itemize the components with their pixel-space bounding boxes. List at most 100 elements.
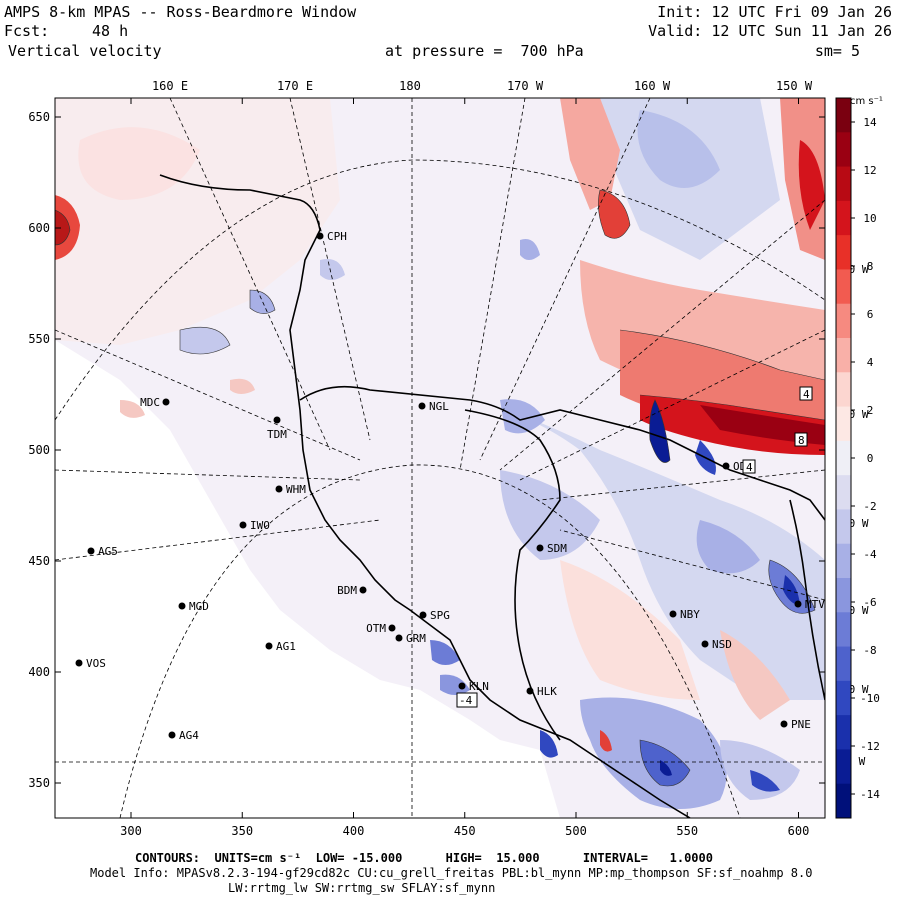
colorbar-swatch xyxy=(836,543,851,579)
colorbar-units: cm s⁻¹ xyxy=(850,96,883,107)
colorbar-swatch xyxy=(836,98,851,133)
max-box-3: 4 xyxy=(746,461,753,474)
x-tick-label: 350 xyxy=(231,824,253,838)
y-tick-label: 600 xyxy=(28,221,50,235)
station-sdm: SDM xyxy=(536,542,567,555)
longitude-label: 160 W xyxy=(634,79,671,93)
station-dot xyxy=(722,462,730,470)
field-shading xyxy=(55,98,825,818)
station-dot xyxy=(316,232,324,240)
colorbar-swatch xyxy=(836,509,851,545)
longitude-labels: 160 E 170 E 180 170 W 160 W 150 W xyxy=(152,79,813,93)
station-tdm: TDM xyxy=(267,416,287,441)
x-tick-label: 500 xyxy=(565,824,587,838)
colorbar-swatch xyxy=(836,578,851,613)
x-tick-label: 600 xyxy=(788,824,810,838)
station-label: WHM xyxy=(286,483,306,496)
valid-time: Valid: 12 UTC Sun 11 Jan 26 xyxy=(648,22,892,40)
plot-frame xyxy=(54,97,826,819)
station-mdc: MDC xyxy=(140,396,170,409)
station-label: IWO xyxy=(250,519,270,532)
station-label: KLN xyxy=(469,680,489,693)
station-dot xyxy=(669,610,677,618)
colorbar-swatch xyxy=(836,475,851,510)
longitude-label: 170 E xyxy=(277,79,313,93)
smoothing: sm= 5 xyxy=(814,42,860,60)
extrema-boxes: 4 8 4 -4 xyxy=(456,386,813,708)
station-label: AG4 xyxy=(179,729,199,742)
station-dot xyxy=(265,642,273,650)
station-dot xyxy=(536,544,544,552)
model-info-2: LW:rrtmg_lw SW:rrtmg_sw SFLAY:sf_mynn xyxy=(228,881,496,895)
colorbar-swatch xyxy=(836,338,851,373)
max-box-2: 8 xyxy=(798,434,805,447)
station-label: NGL xyxy=(429,400,449,413)
colorbar-tick: -12 xyxy=(860,740,880,753)
x-axis: 300 350 400 450 500 550 600 xyxy=(120,98,809,838)
station-label: OTM xyxy=(366,622,386,635)
station-label: VOS xyxy=(86,657,106,670)
colorbar-tick: 6 xyxy=(867,308,874,321)
station-vos: VOS xyxy=(75,657,106,670)
station-label: TDM xyxy=(267,428,287,441)
station-label: HLK xyxy=(537,685,557,698)
station-label: BDM xyxy=(337,584,357,597)
station-label: CPH xyxy=(327,230,347,243)
colorbar-swatch xyxy=(836,749,851,785)
colorbar-tick: -14 xyxy=(860,788,880,801)
station-dot xyxy=(168,731,176,739)
station-label: NBY xyxy=(680,608,700,621)
colorbar-swatch xyxy=(836,406,851,442)
colorbar-swatch xyxy=(836,132,851,168)
colorbar-tick: -2 xyxy=(863,500,876,513)
y-tick-label: 650 xyxy=(28,110,50,124)
station-ag1: AG1 xyxy=(265,640,296,653)
station-label: PNE xyxy=(791,718,811,731)
colorbar-tick: -10 xyxy=(860,692,880,705)
longitude-label: 160 E xyxy=(152,79,188,93)
x-tick-label: 550 xyxy=(676,824,698,838)
station-dot xyxy=(388,624,396,632)
colorbar-swatch xyxy=(836,269,851,305)
station-label: NSD xyxy=(712,638,732,651)
model-info: Model Info: MPASv8.2.3-194-gf29cd82c CU:… xyxy=(90,866,813,880)
longitude-label: 170 W xyxy=(507,79,544,93)
station-ag4: AG4 xyxy=(168,729,199,742)
colorbar-tick: 0 xyxy=(867,452,874,465)
station-label: SDM xyxy=(547,542,567,555)
station-iwo: IWO xyxy=(239,519,270,532)
station-dot xyxy=(359,586,367,594)
colorbar-swatch xyxy=(836,166,851,202)
station-dot xyxy=(87,547,95,555)
colorbar-swatch xyxy=(836,612,851,648)
x-tick-label: 400 xyxy=(343,824,365,838)
map-title: AMPS 8-km MPAS -- Ross-Beardmore Window xyxy=(4,3,357,21)
station-hlk: HLK xyxy=(526,685,557,698)
y-tick-label: 500 xyxy=(28,443,50,457)
station-kln: KLN xyxy=(458,680,489,693)
x-tick-label: 450 xyxy=(454,824,476,838)
station-ag5: AG5 xyxy=(87,545,118,558)
colorbar-tick: 2 xyxy=(867,404,874,417)
colorbar: 14 12 10 8 6 4 2 0 -2 -4 -6 -8 -10 -12 -14 xyxy=(835,97,880,819)
station-markers: CPH NGL MDC TDM WHM IWO AG5 SDM BDM MGD NBY OTM SPG G… xyxy=(75,230,825,742)
x-tick-label: 300 xyxy=(120,824,142,838)
station-dot xyxy=(419,611,427,619)
colorbar-swatch xyxy=(836,680,851,716)
station-label: AG5 xyxy=(98,545,118,558)
station-dot xyxy=(275,485,283,493)
station-dot xyxy=(780,720,788,728)
colorbar-swatch xyxy=(836,646,851,682)
station-dot xyxy=(794,600,802,608)
min-box: -4 xyxy=(459,694,473,707)
station-label: GRM xyxy=(406,632,426,645)
max-box-1: 4 xyxy=(803,388,810,401)
field-name: Vertical velocity xyxy=(8,42,162,60)
colorbar-tick: 10 xyxy=(863,212,876,225)
station-mtv: MTV xyxy=(794,598,825,611)
y-tick-label: 550 xyxy=(28,332,50,346)
station-dot xyxy=(273,416,281,424)
init-time: Init: 12 UTC Fri 09 Jan 26 xyxy=(657,3,892,21)
colorbar-swatch xyxy=(836,235,851,270)
